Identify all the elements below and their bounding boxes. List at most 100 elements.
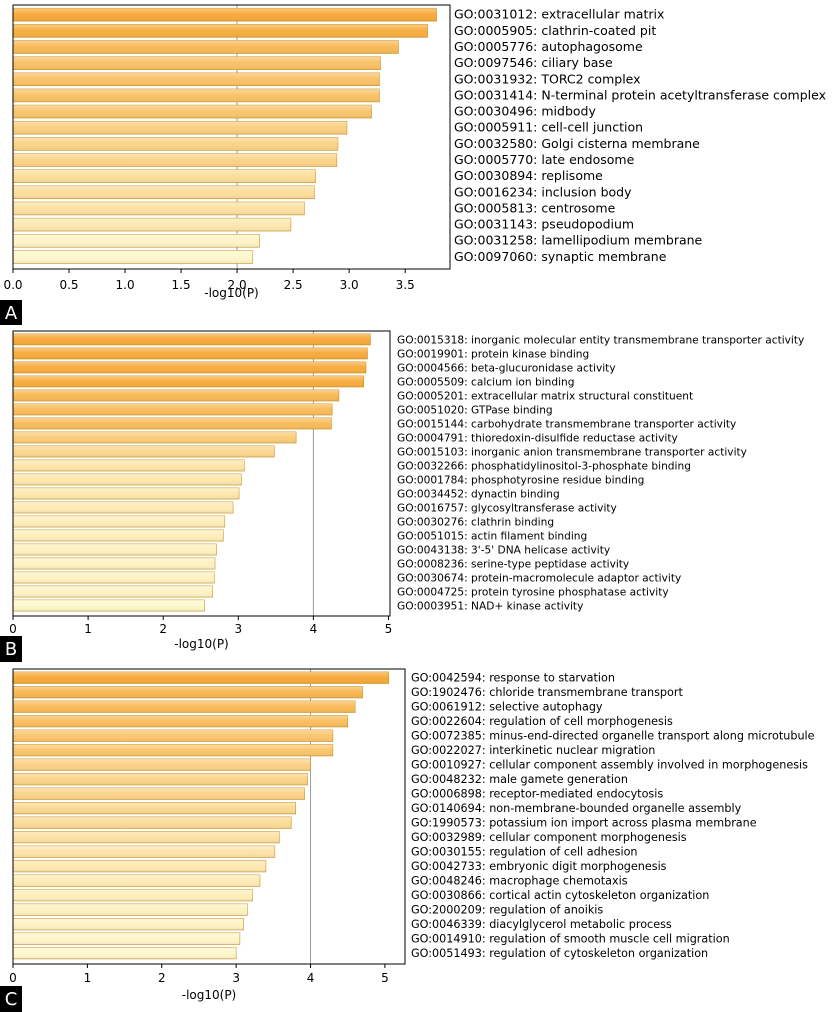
- bar-shade: [13, 8, 437, 21]
- x-tick-label: 1.0: [116, 278, 135, 292]
- x-tick-label: 1.5: [172, 278, 191, 292]
- x-tick-label: 5: [381, 971, 389, 985]
- bar-shade: [13, 516, 225, 527]
- bar-label: GO:0003951: NAD+ kinase activity: [397, 600, 583, 612]
- panel-b: 012345 GO:0015318: inorganic molecular e…: [0, 331, 804, 662]
- bar-label: GO:0031143: pseudopodium: [454, 217, 634, 232]
- bar-label: GO:0030866: cortical actin cytoskeleton …: [411, 889, 709, 902]
- bar-label: GO:0016234: inclusion body: [454, 184, 632, 199]
- bar-shade: [13, 759, 311, 771]
- bar-shade: [13, 817, 291, 829]
- bar-shade: [13, 701, 355, 713]
- bar-shade: [13, 672, 389, 684]
- bar-shade: [13, 137, 338, 150]
- bar-label: GO:0030894: replisome: [454, 168, 603, 183]
- bar-label: GO:0005509: calcium ion binding: [397, 376, 574, 388]
- bar-shade: [13, 918, 244, 930]
- bar-label: GO:0030155: regulation of cell adhesion: [411, 846, 638, 859]
- bar-label: GO:0008236: serine-type peptidase activi…: [397, 558, 629, 570]
- bar-shade: [13, 250, 253, 263]
- panel-letter: B: [5, 639, 17, 660]
- bar-shade: [13, 530, 223, 541]
- bar-label: GO:0015318: inorganic molecular entity t…: [397, 334, 804, 346]
- bar-shade: [13, 334, 370, 345]
- bar-shade: [13, 432, 296, 443]
- bar-label: GO:0042594: response to starvation: [411, 672, 615, 685]
- bar-label: GO:0005201: extracellular matrix structu…: [397, 390, 693, 402]
- bar-label: GO:0030496: midbody: [454, 104, 596, 119]
- panel-c: 0 1 2 3 4 5 GO:0042594: response to starvatio…: [0, 669, 815, 1012]
- bar-shade: [13, 860, 266, 872]
- bar-shade: [13, 460, 244, 471]
- x-tick-label: 4: [307, 971, 315, 985]
- bar-label: GO:0005905: clathrin-coated pit: [454, 23, 656, 38]
- bar-shade: [13, 600, 205, 611]
- bar-shade: [13, 73, 379, 86]
- panel-a: 0.0 0.5 1.0 1.5 2.0 2.5 3.0 3.5 GO:0031012: ext…: [0, 5, 826, 325]
- x-tick-label: 1: [84, 622, 92, 636]
- bar-shade: [13, 846, 275, 858]
- bar-label: GO:0004725: protein tyrosine phosphatase…: [397, 586, 669, 598]
- bars-layer: [13, 8, 437, 263]
- bar-label: GO:0051015: actin filament binding: [397, 530, 587, 542]
- x-tick-label: 2.5: [284, 278, 303, 292]
- bar-shade: [13, 390, 339, 401]
- bar-label: GO:0001784: phosphotyrosine residue bind…: [397, 474, 644, 486]
- bar-label: GO:0015103: inorganic anion transmembran…: [397, 446, 747, 458]
- bar-shade: [13, 802, 296, 814]
- bar-label: GO:0032580: Golgi cisterna membrane: [454, 136, 700, 151]
- x-tick-label: 3.5: [396, 278, 415, 292]
- bar-shade: [13, 202, 304, 215]
- bar-shade: [13, 474, 241, 485]
- bar-label: GO:0004566: beta-glucuronidase activity: [397, 362, 616, 374]
- bar-label: GO:0032989: cellular component morphogen…: [411, 831, 687, 844]
- bar-shade: [13, 875, 260, 887]
- bar-labels: GO:0015318: inorganic molecular entity t…: [397, 334, 804, 612]
- bar-shade: [13, 488, 239, 499]
- x-tick-label: 0.0: [3, 278, 22, 292]
- go-enrichment-figure: 0.0 0.5 1.0 1.5 2.0 2.5 3.0 3.5 GO:0031012: ext…: [0, 0, 838, 1012]
- bar-shade: [13, 773, 308, 785]
- x-axis: 0 1 2 3 4 5: [9, 616, 392, 636]
- bar-shade: [13, 362, 366, 373]
- x-tick-label: 0: [9, 971, 17, 985]
- bar-label: GO:0010927: cellular component assembly …: [411, 759, 808, 772]
- bar-labels: GO:0042594: response to starvationGO:190…: [411, 672, 815, 960]
- panel-letter: C: [5, 989, 18, 1010]
- bar-label: GO:0034452: dynactin binding: [397, 488, 560, 500]
- bar-label: GO:0031414: N-terminal protein acetyltra…: [454, 87, 826, 102]
- bar-label: GO:0022027: interkinetic nuclear migrati…: [411, 744, 655, 757]
- bar-shade: [13, 544, 217, 555]
- bar-label: GO:0031932: TORC2 complex: [454, 71, 641, 86]
- bar-shade: [13, 24, 428, 37]
- x-axis-label: -log10(P): [204, 286, 259, 300]
- x-tick-label: 5: [385, 622, 393, 636]
- bar-shade: [13, 904, 247, 916]
- bar-label: GO:0004791: thioredoxin-disulfide reduct…: [397, 432, 678, 444]
- bar-label: GO:0019901: protein kinase binding: [397, 348, 589, 360]
- bar-shade: [13, 57, 381, 70]
- bar-label: GO:0097546: ciliary base: [454, 55, 613, 70]
- bar-label: GO:0043138: 3'-5' DNA helicase activity: [397, 544, 610, 556]
- bar-label: GO:0097060: synaptic membrane: [454, 249, 667, 264]
- bar-shade: [13, 730, 333, 742]
- bar-label: GO:0016757: glycosyltransferase activity: [397, 502, 617, 514]
- x-tick-label: 3: [234, 622, 242, 636]
- bar-shade: [13, 418, 331, 429]
- bar-shade: [13, 376, 364, 387]
- bar-shade: [13, 686, 363, 698]
- bar-label: GO:0015144: carbohydrate transmembrane t…: [397, 418, 736, 430]
- x-tick-label: 1: [84, 971, 92, 985]
- bar-label: GO:0005911: cell-cell junction: [454, 120, 643, 135]
- bar-shade: [13, 234, 260, 247]
- bar-shade: [13, 105, 372, 118]
- bar-label: GO:0031258: lamellipodium membrane: [454, 233, 703, 248]
- bar-shade: [13, 947, 236, 959]
- x-tick-label: 0.5: [59, 278, 78, 292]
- bar-shade: [13, 933, 240, 945]
- x-axis: 0 1 2 3 4 5: [9, 964, 389, 985]
- bar-shade: [13, 586, 213, 597]
- bar-shade: [13, 715, 348, 727]
- bar-shade: [13, 348, 367, 359]
- bar-shade: [13, 446, 274, 457]
